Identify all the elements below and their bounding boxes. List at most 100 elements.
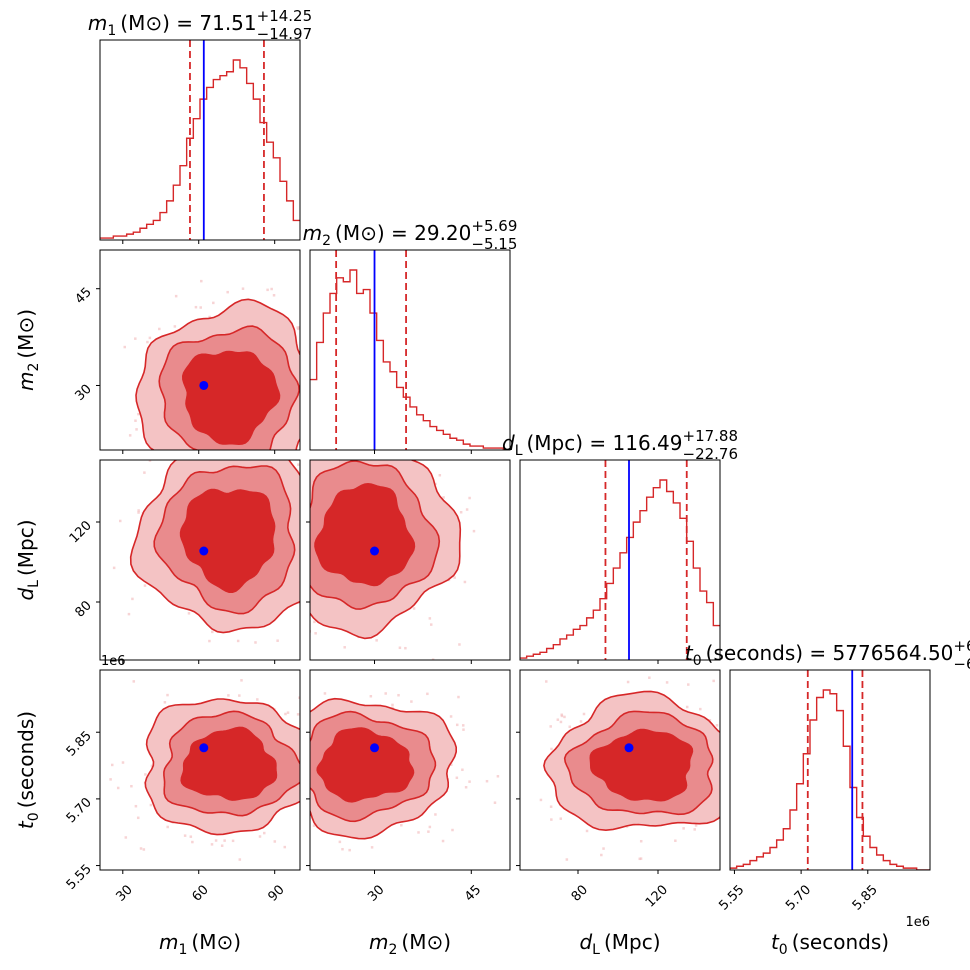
scatter-point <box>187 452 190 455</box>
scatter-point <box>272 294 276 297</box>
scatter-point <box>726 752 729 755</box>
scatter-point <box>582 712 586 716</box>
scatter-point <box>412 607 416 610</box>
scatter-point <box>309 454 312 457</box>
scatter-point <box>131 597 134 601</box>
scatter-point <box>304 768 307 771</box>
label-subscript: L <box>515 443 523 459</box>
scatter-point <box>402 665 405 668</box>
axes-frame <box>309 249 511 451</box>
scatter-point <box>216 453 219 456</box>
label-symbol: t <box>771 930 780 954</box>
scatter-point <box>306 560 309 563</box>
title-minus: −61 <box>953 655 970 673</box>
scatter-point <box>464 786 468 789</box>
scatter-point <box>304 725 307 728</box>
scatter-point <box>304 329 307 332</box>
scatter-point <box>384 692 387 695</box>
y-tick-label: 5.55 <box>64 862 95 893</box>
title-plus: +14.25 <box>257 7 313 25</box>
scatter-point <box>303 512 306 515</box>
scatter-point <box>550 747 553 751</box>
scatter-point <box>139 847 143 850</box>
scatter-point <box>174 456 177 459</box>
x-tick-label: 5.55 <box>716 882 747 913</box>
scatter-point <box>549 725 552 728</box>
x-tick-label: 5.70 <box>783 882 814 913</box>
scatter-point <box>138 480 141 483</box>
scatter-point <box>313 620 316 624</box>
scatter-point <box>736 762 739 765</box>
label-unit: (Mpc) <box>600 930 661 954</box>
title-minus: −14.97 <box>257 25 313 43</box>
histogram-title: dL (Mpc) = 116.49+17.88 <box>502 427 738 459</box>
scatter-point <box>214 839 218 842</box>
scatter-point <box>386 457 389 460</box>
scatter-point <box>298 696 300 699</box>
scatter-point <box>450 763 453 766</box>
histogram-panel-1 <box>310 250 510 450</box>
axes-frame <box>99 669 301 871</box>
scatter-point <box>303 816 306 819</box>
scatter-point <box>306 459 309 462</box>
x-axis-label: m2 (M⊙) <box>369 930 451 958</box>
x-tick-label: 5.85 <box>850 882 881 913</box>
y-tick-label: 45 <box>73 285 95 307</box>
scatter-point <box>432 451 435 454</box>
scatter-point <box>327 421 330 424</box>
scatter-point <box>458 643 461 646</box>
scatter-point <box>568 725 571 729</box>
scatter-point <box>375 639 378 642</box>
label-subscript: 1 <box>107 23 116 39</box>
scatter-point <box>296 326 299 329</box>
x-tick-label: 90 <box>265 882 287 904</box>
histogram-step <box>100 59 300 239</box>
scatter-point <box>196 453 199 456</box>
scatter-point <box>314 410 317 413</box>
scatter-point <box>397 693 400 697</box>
label-symbol: d <box>14 588 38 601</box>
label-unit: (M⊙) <box>14 309 38 363</box>
y-tick-label: 5.70 <box>64 795 95 826</box>
scatter-point <box>303 620 306 623</box>
scatter-point <box>410 700 413 703</box>
scatter-point <box>297 830 300 833</box>
scatter-point <box>428 825 432 829</box>
scatter-point <box>496 775 500 778</box>
scatter-panel-1-3 <box>291 692 500 852</box>
scatter-point <box>227 452 230 455</box>
scatter-point <box>273 840 277 843</box>
scatter-point <box>134 419 137 422</box>
scatter-point <box>291 704 294 707</box>
scatter-point <box>453 576 456 579</box>
scatter-point <box>426 435 429 438</box>
scatter-point <box>199 306 202 309</box>
histogram-title: m2 (M⊙) = 29.20+5.69 <box>303 217 518 249</box>
scatter-point <box>451 828 454 832</box>
scatter-point <box>227 694 230 697</box>
scatter-point <box>303 396 306 399</box>
scatter-point <box>191 840 194 844</box>
label-symbol: d <box>502 431 515 455</box>
label-symbol: m <box>14 372 38 391</box>
scatter-point <box>303 740 306 743</box>
scatter-point <box>323 692 327 695</box>
title-value: = 116.49 <box>583 431 682 455</box>
axes-frame <box>99 39 301 241</box>
scatter-point <box>563 715 566 719</box>
scatter-point <box>665 681 669 684</box>
title-plus: +17.88 <box>683 427 739 445</box>
scatter-point <box>304 388 307 391</box>
scatter-point <box>738 714 741 717</box>
scatter-point <box>139 438 142 441</box>
scatter-point <box>263 831 266 835</box>
scatter-point <box>266 456 269 459</box>
scatter-point <box>759 767 762 770</box>
scatter-point <box>303 783 306 786</box>
truth-marker <box>199 380 209 390</box>
scatter-point <box>306 381 309 384</box>
scatter-point <box>298 326 300 330</box>
x-tick-label: 60 <box>189 882 211 904</box>
scatter-point <box>427 830 430 833</box>
axes-frame <box>99 249 301 451</box>
